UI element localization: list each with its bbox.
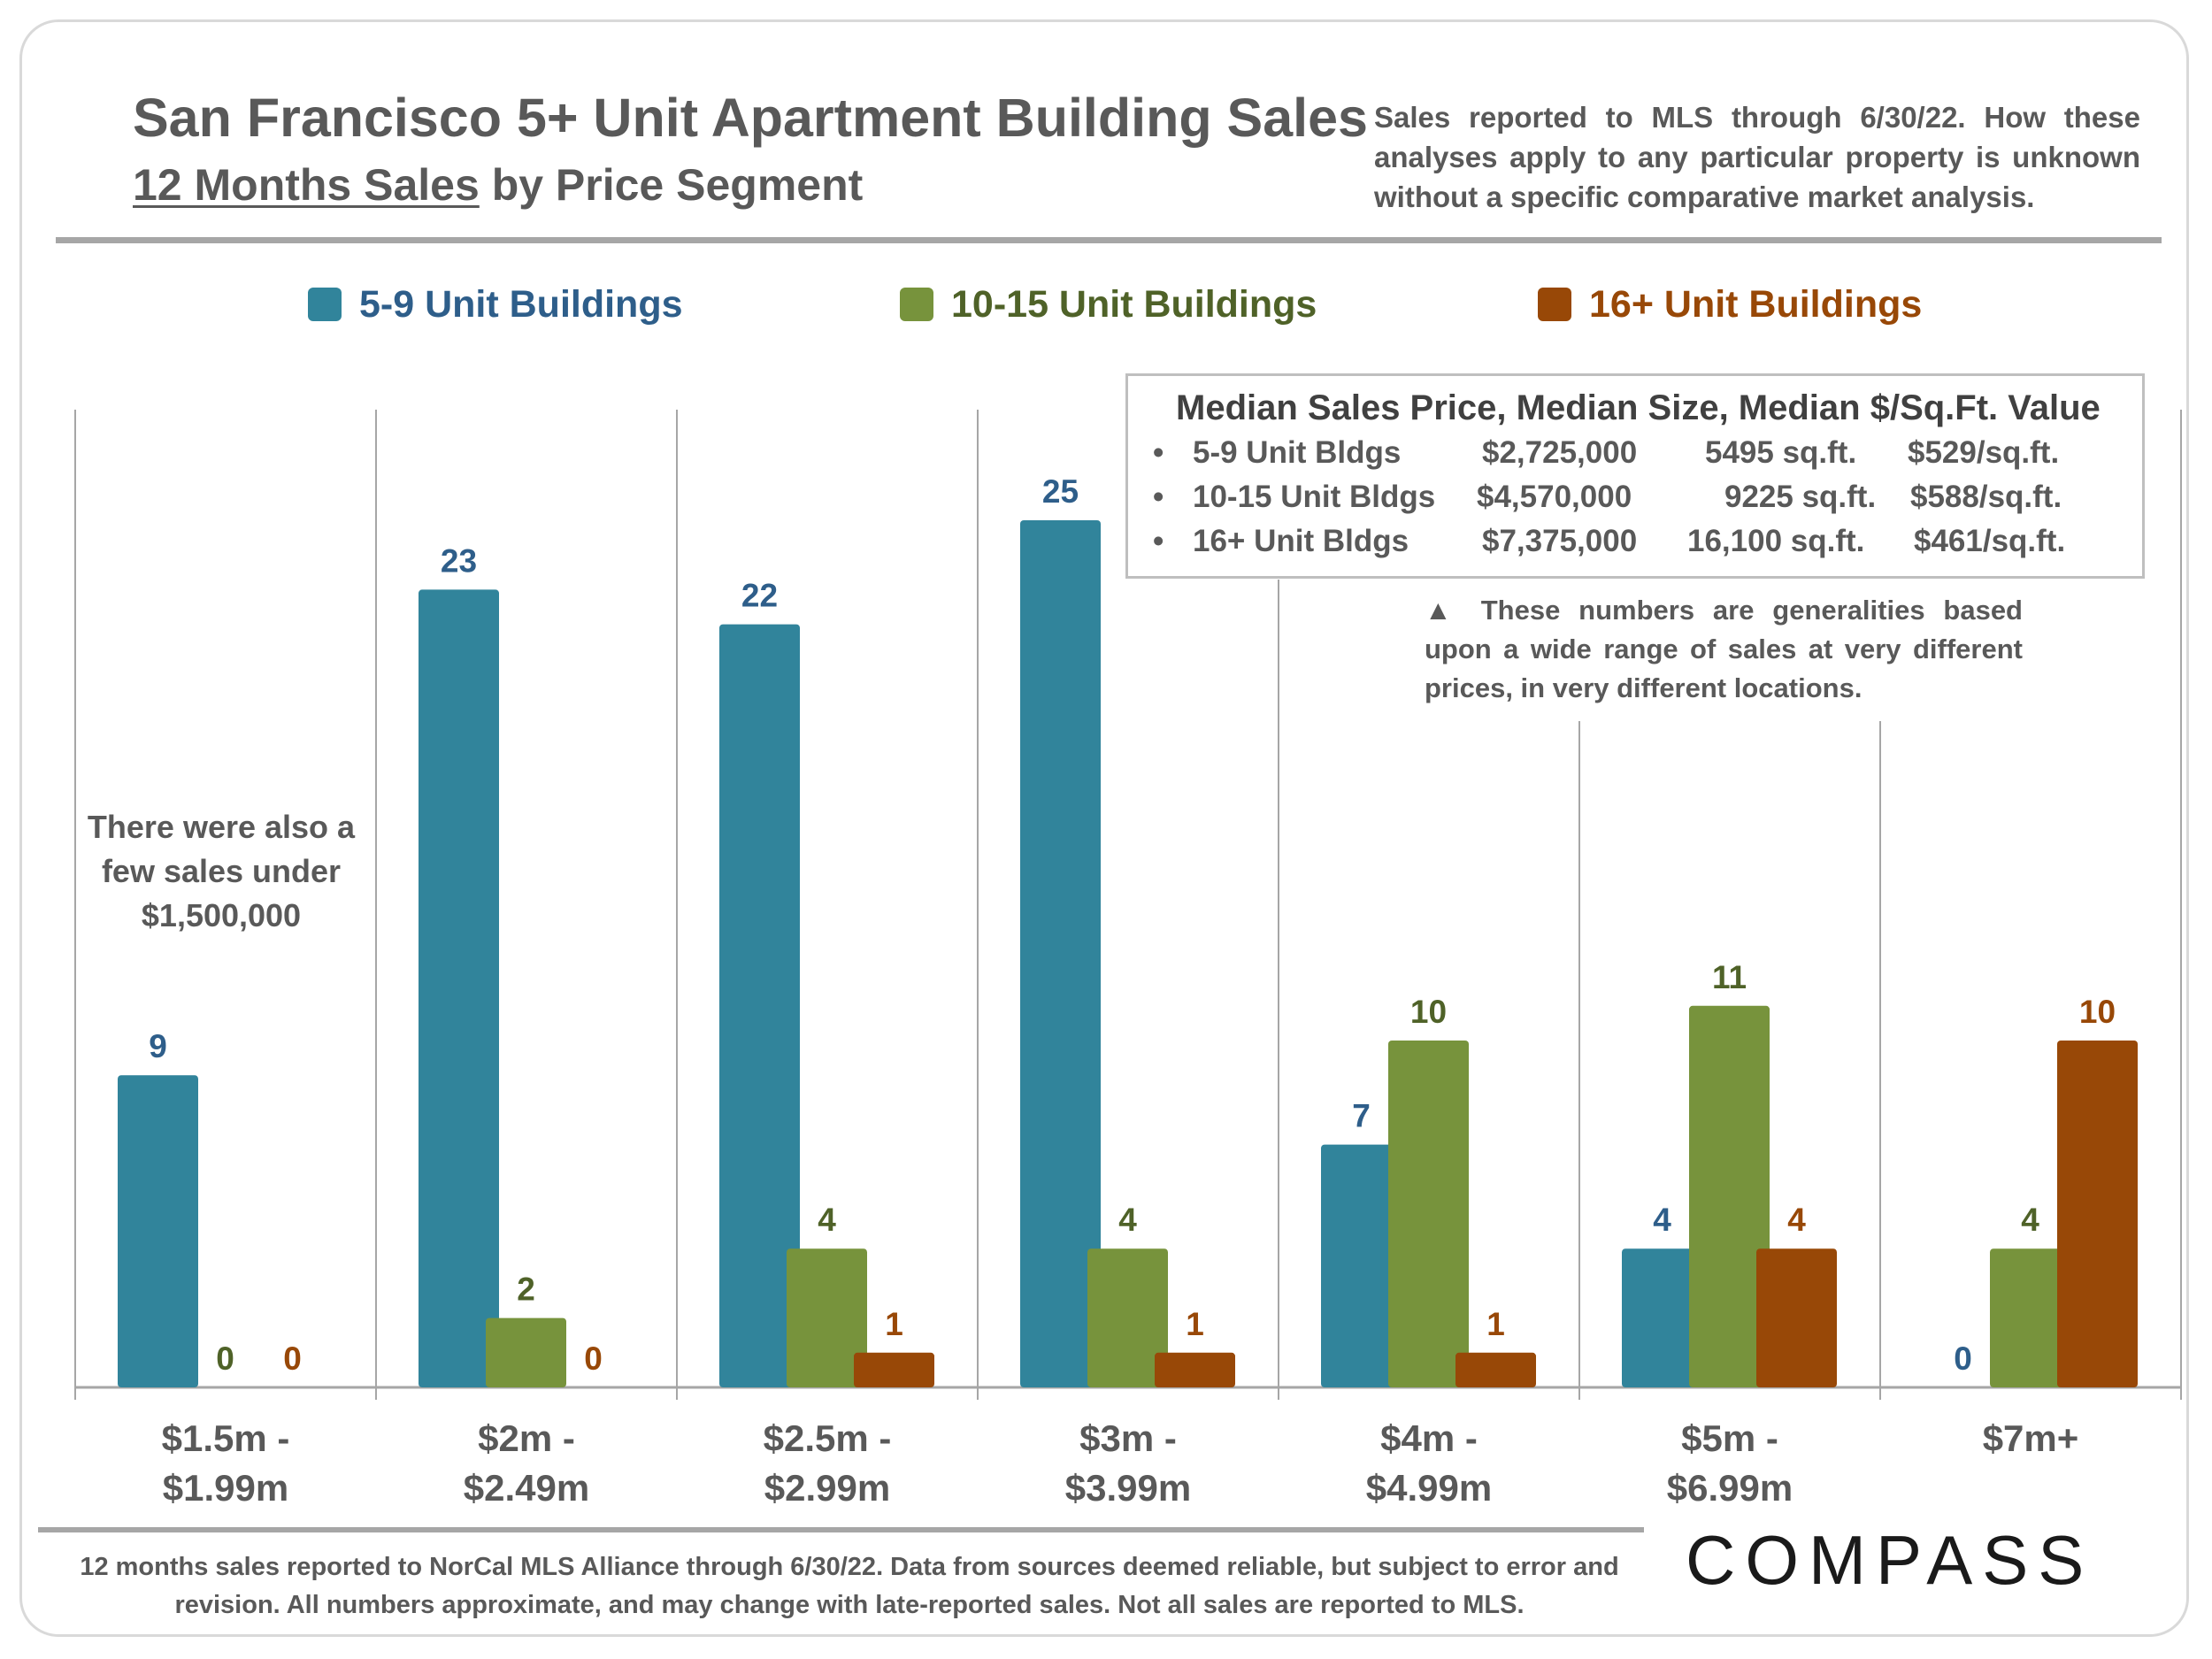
legend-swatch-16-plus: [1538, 288, 1571, 321]
bar-5-9-unit-buildings: [1622, 1248, 1702, 1387]
header-disclaimer: Sales reported to MLS through 6/30/22. H…: [1374, 101, 2140, 213]
chart-title: San Francisco 5+ Unit Apartment Building…: [133, 88, 1368, 148]
category-label: $1.5m - $1.99m: [161, 1417, 290, 1509]
median-row-size: 5495 sq.ft.: [1705, 435, 1857, 470]
legend-swatch-5-9: [308, 288, 342, 321]
data-label-10-15-unit-buildings: 0: [216, 1340, 234, 1377]
legend-item-16-plus: 16+ Unit Buildings: [1538, 281, 1922, 327]
median-row-price: $7,375,000: [1482, 524, 1638, 558]
category-label: $2m - $2.49m: [463, 1417, 590, 1509]
data-label-10-15-unit-buildings: 11: [1712, 959, 1747, 995]
median-values-box: Median Sales Price, Median Size, Median …: [1125, 373, 2145, 579]
chart-subtitle: 12 Months Sales by Price Segment: [133, 159, 863, 211]
bar-10-15-unit-buildings: [1689, 1005, 1770, 1387]
data-label-5-9-unit-buildings: 9: [149, 1028, 167, 1064]
median-row-price: $4,570,000: [1477, 480, 1632, 514]
bar-16-unit-buildings: [1756, 1248, 1837, 1387]
category-label: $3m - $3.99m: [1064, 1417, 1192, 1509]
data-label-5-9-unit-buildings: 4: [1653, 1202, 1671, 1238]
median-row-ppsf: $588/sq.ft.: [1910, 480, 2062, 514]
bullet: •: [1153, 435, 1164, 470]
legend-label-16-plus: 16+ Unit Buildings: [1589, 282, 1923, 326]
data-label-16-unit-buildings: 10: [2079, 994, 2116, 1030]
data-label-10-15-unit-buildings: 10: [1410, 994, 1447, 1030]
median-row-ppsf: $529/sq.ft.: [1908, 435, 2060, 470]
bar-10-15-unit-buildings: [486, 1317, 566, 1387]
data-label-10-15-unit-buildings: 2: [517, 1271, 535, 1308]
median-row-size: 9225 sq.ft.: [1724, 480, 1877, 514]
under-1-5m-annotation: There were also a few sales under $1,500…: [87, 809, 356, 933]
bar-5-9-unit-buildings: [118, 1075, 198, 1387]
median-row-name: 10-15 Unit Bldgs: [1193, 480, 1436, 514]
bar-16-unit-buildings: [2057, 1041, 2138, 1387]
bar-5-9-unit-buildings: [1321, 1144, 1402, 1387]
data-label-5-9-unit-buildings: 25: [1042, 473, 1079, 510]
legend-swatch-10-15: [900, 288, 933, 321]
generalities-note: ▲ These numbers are generalities based u…: [1425, 595, 2023, 703]
data-label-10-15-unit-buildings: 4: [818, 1202, 836, 1238]
data-label-5-9-unit-buildings: 22: [741, 578, 778, 614]
subtitle-rest: by Price Segment: [479, 160, 864, 210]
median-row-ppsf: $461/sq.ft.: [1914, 524, 2066, 558]
data-label-16-unit-buildings: 0: [584, 1340, 603, 1377]
legend-item-10-15: 10-15 Unit Buildings: [900, 281, 1317, 327]
footer-disclaimer: 12 months sales reported to NorCal MLS A…: [80, 1553, 1619, 1619]
category-label: $2.5m - $2.99m: [763, 1417, 892, 1509]
data-label-16-unit-buildings: 1: [1186, 1306, 1204, 1342]
median-row-name: 16+ Unit Bldgs: [1193, 524, 1409, 558]
bar-5-9-unit-buildings: [1020, 520, 1101, 1387]
header-divider: [56, 237, 2162, 243]
bar-10-15-unit-buildings: [787, 1248, 867, 1387]
data-label-10-15-unit-buildings: 4: [2021, 1202, 2039, 1238]
subtitle-underlined: 12 Months Sales: [133, 160, 480, 210]
footer-divider: [38, 1527, 1644, 1532]
legend-item-5-9: 5-9 Unit Buildings: [308, 281, 683, 327]
bar-16-unit-buildings: [1155, 1352, 1235, 1387]
bar-16-unit-buildings: [1455, 1352, 1536, 1387]
category-label: $5m - $6.99m: [1666, 1417, 1793, 1509]
median-row-price: $2,725,000: [1482, 435, 1638, 470]
bullet: •: [1153, 524, 1164, 558]
median-values-title: Median Sales Price, Median Size, Median …: [1176, 388, 2101, 427]
data-label-5-9-unit-buildings: 0: [1954, 1340, 1972, 1377]
legend-label-10-15: 10-15 Unit Buildings: [951, 282, 1317, 326]
bar-10-15-unit-buildings: [1990, 1248, 2070, 1387]
data-label-10-15-unit-buildings: 4: [1118, 1202, 1137, 1238]
bar-5-9-unit-buildings: [419, 589, 499, 1387]
median-row-name: 5-9 Unit Bldgs: [1193, 435, 1402, 470]
compass-logo: COMPASS: [1686, 1521, 2094, 1599]
data-label-16-unit-buildings: 1: [885, 1306, 903, 1342]
bar-16-unit-buildings: [854, 1352, 934, 1387]
median-row-size: 16,100 sq.ft.: [1687, 524, 1865, 558]
chart-plot-area: 9 0 0 23 2 0 22 4 1 25 4 1 7 10 1 4 11 4 0 4 10: [74, 410, 2182, 1400]
chart-frame: [19, 19, 2189, 1637]
category-label: $7m+: [1982, 1417, 2079, 1459]
legend-label-5-9: 5-9 Unit Buildings: [359, 282, 683, 326]
bullet: •: [1153, 480, 1164, 514]
category-label: $4m - $4.99m: [1365, 1417, 1493, 1509]
data-label-5-9-unit-buildings: 23: [441, 542, 477, 579]
data-label-16-unit-buildings: 4: [1787, 1202, 1806, 1238]
data-label-5-9-unit-buildings: 7: [1352, 1098, 1371, 1134]
bar-10-15-unit-buildings: [1388, 1041, 1469, 1387]
data-label-16-unit-buildings: 1: [1486, 1306, 1505, 1342]
bar-5-9-unit-buildings: [719, 624, 800, 1387]
bar-10-15-unit-buildings: [1087, 1248, 1168, 1387]
data-label-16-unit-buildings: 0: [283, 1340, 302, 1377]
